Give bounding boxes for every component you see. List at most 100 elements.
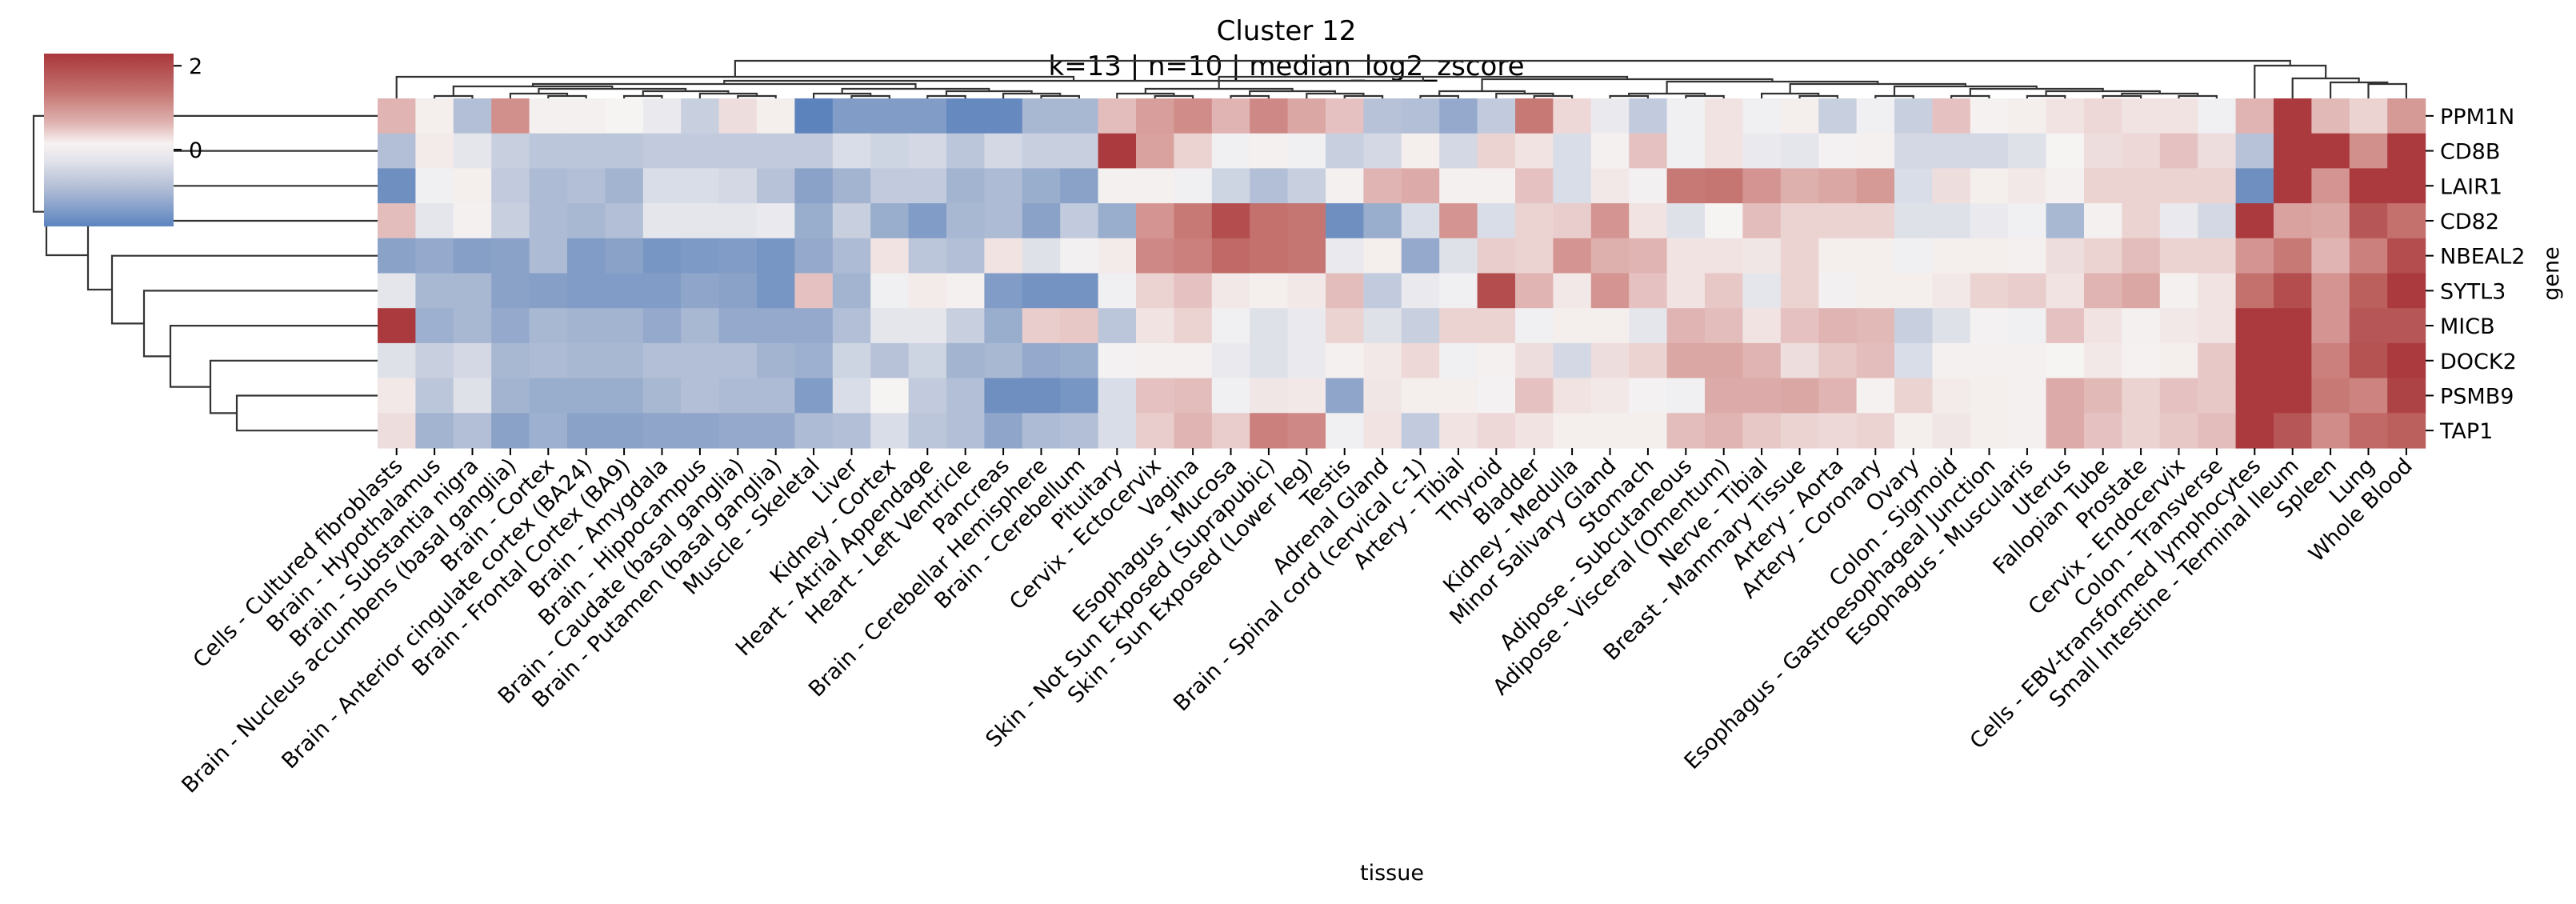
heatmap-cell <box>1856 308 1895 344</box>
heatmap-cell <box>908 273 947 309</box>
heatmap-cell <box>2008 133 2047 169</box>
heatmap-cell <box>567 203 606 239</box>
heatmap-cell <box>1894 378 1933 414</box>
heatmap-cell <box>1780 203 1819 239</box>
heatmap-cell <box>2311 98 2350 134</box>
chart-title: Cluster 12 <box>1217 15 1357 47</box>
heatmap-cell <box>2008 308 2047 344</box>
heatmap-cell <box>2122 238 2161 274</box>
heatmap-cell <box>1818 133 1858 169</box>
heatmap-cell <box>2311 238 2350 274</box>
heatmap-cell <box>1211 308 1250 344</box>
heatmap-cell <box>1211 238 1250 274</box>
heatmap-cell <box>1326 168 1364 204</box>
heatmap-cell <box>1136 342 1174 379</box>
heatmap-cell <box>605 378 644 414</box>
heatmap-cell <box>794 308 834 344</box>
heatmap-cell <box>1666 168 1706 204</box>
heatmap-cell <box>2159 238 2198 274</box>
colorbar: 20 <box>44 54 202 226</box>
heatmap-cell <box>2159 413 2198 449</box>
heatmap-cell <box>415 203 454 239</box>
heatmap-cell <box>2349 308 2388 344</box>
heatmap-cell <box>832 342 871 379</box>
heatmap-cell <box>1060 168 1099 204</box>
colorbar-tick-label: 2 <box>189 54 202 79</box>
heatmap-cell <box>1705 413 1743 449</box>
heatmap-cell <box>529 273 568 309</box>
heatmap-cell <box>605 203 644 239</box>
heatmap-cell <box>1250 413 1289 449</box>
heatmap-cell <box>2122 273 2161 309</box>
heatmap-cell <box>1098 238 1137 274</box>
heatmap-cell <box>1818 168 1858 204</box>
heatmap-cell <box>1326 273 1364 309</box>
heatmap-cell <box>984 203 1023 239</box>
y-tick-label: TAP1 <box>2439 419 2493 444</box>
heatmap-cell <box>1326 203 1364 239</box>
heatmap-cell <box>984 133 1023 169</box>
heatmap-cell <box>1022 98 1061 134</box>
heatmap-cell <box>529 168 568 204</box>
heatmap-cell <box>1515 98 1554 134</box>
heatmap-cell <box>681 342 720 379</box>
heatmap-cell <box>642 273 682 309</box>
heatmap-cell <box>1477 238 1516 274</box>
heatmap-cell <box>2198 273 2237 309</box>
heatmap-cell <box>642 168 682 204</box>
heatmap-cell <box>642 238 682 274</box>
heatmap-cell <box>1174 273 1213 309</box>
heatmap-cell <box>2008 98 2047 134</box>
heatmap-cell <box>984 273 1023 309</box>
heatmap-cell <box>1742 133 1782 169</box>
heatmap-cell <box>491 168 530 204</box>
heatmap-cell <box>2046 308 2085 344</box>
heatmap-cell <box>946 98 985 134</box>
heatmap-cell <box>378 308 416 344</box>
heatmap-cell <box>1742 238 1782 274</box>
heatmap-cell <box>1022 413 1061 449</box>
heatmap-cell <box>1970 133 2009 169</box>
heatmap-cell <box>1326 413 1364 449</box>
heatmap-cell <box>1287 238 1326 274</box>
heatmap-cell <box>757 273 795 309</box>
heatmap-cell <box>1174 98 1213 134</box>
heatmap-cell <box>1060 308 1099 344</box>
heatmap-cell <box>1856 342 1895 379</box>
dendrogram-link <box>1154 94 1194 98</box>
heatmap-cell <box>491 308 530 344</box>
heatmap-cell <box>2084 378 2122 414</box>
heatmap-cell <box>1211 133 1250 169</box>
heatmap-cell <box>1287 273 1326 309</box>
heatmap-cell <box>1666 203 1706 239</box>
heatmap-cell <box>1818 98 1858 134</box>
heatmap-cell <box>491 273 530 309</box>
heatmap-cell <box>946 308 985 344</box>
heatmap-cell <box>2084 133 2122 169</box>
heatmap-cell <box>1211 413 1250 449</box>
heatmap-cell <box>378 238 416 274</box>
heatmap-cell <box>2311 413 2350 449</box>
heatmap-cell <box>1439 203 1478 239</box>
heatmap-cell <box>1136 308 1174 344</box>
heatmap-cell <box>2387 168 2426 204</box>
heatmap-cell <box>1894 168 1933 204</box>
heatmap-cell <box>1553 413 1592 449</box>
heatmap-cell <box>908 413 947 449</box>
heatmap-cell <box>529 308 568 344</box>
heatmap-cell <box>1742 203 1782 239</box>
dendrogram-link <box>2178 94 2218 98</box>
heatmap-cell <box>1477 378 1516 414</box>
heatmap-cell <box>378 378 416 414</box>
heatmap-cell <box>2349 413 2388 449</box>
heatmap-cell <box>832 273 871 309</box>
heatmap-cell <box>1932 378 1971 414</box>
heatmap-cell <box>1060 238 1099 274</box>
heatmap-cell <box>1022 342 1061 379</box>
heatmap-cell <box>567 238 606 274</box>
heatmap-cell <box>2046 238 2085 274</box>
heatmap-cell <box>415 413 454 449</box>
heatmap-cell <box>2349 342 2388 379</box>
heatmap-cell <box>2235 203 2274 239</box>
heatmap-cell <box>2198 342 2237 379</box>
